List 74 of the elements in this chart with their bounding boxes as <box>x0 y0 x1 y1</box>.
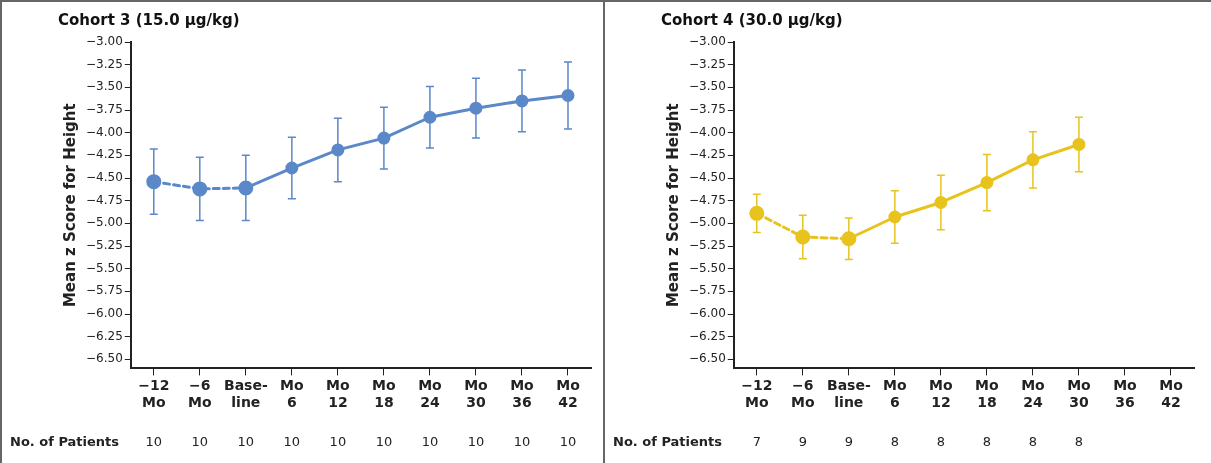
y-tick-label: −3.50 <box>85 79 123 94</box>
y-tick-label: −5.50 <box>688 260 726 275</box>
x-tick-label: Mo 24 <box>1021 377 1046 411</box>
text: 10 <box>237 434 255 450</box>
y-tick-label: −4.50 <box>688 170 726 185</box>
y-tick-label: −3.75 <box>85 102 123 117</box>
x-tick-label: Mo 30 <box>1067 377 1092 411</box>
x-tick-label: Mo 36 <box>1113 377 1138 411</box>
y-tick-label: −4.00 <box>85 124 123 139</box>
y-tick-label: −4.25 <box>85 147 123 162</box>
text: 10 <box>283 434 301 450</box>
text: 9 <box>798 434 807 450</box>
text: 10 <box>329 434 347 450</box>
y-tick-label: −3.00 <box>85 34 123 49</box>
y-tick-label: −5.00 <box>85 215 123 230</box>
y-tick-label: −6.50 <box>688 351 726 366</box>
text: 8 <box>1074 434 1084 450</box>
text: 10 <box>467 434 485 450</box>
y-tick-label: −3.75 <box>688 102 726 117</box>
x-tick-label: Mo 42 <box>556 377 581 411</box>
y-tick-label: −5.00 <box>688 215 726 230</box>
x-tick-label: −12 Mo <box>741 377 773 411</box>
x-tick-label: Base- line <box>223 377 268 411</box>
text: 8 <box>890 434 899 450</box>
x-tick-label: −12 Mo <box>138 377 170 411</box>
x-tick-label: Mo 12 <box>929 377 954 411</box>
x-tick-label: Mo 12 <box>326 377 351 411</box>
x-tick-label: Mo 24 <box>418 377 443 411</box>
text: 8 <box>1028 434 1038 450</box>
y-tick-label: −3.25 <box>688 56 726 71</box>
text: No. of Patients <box>613 434 723 450</box>
y-tick-label: −6.00 <box>85 306 123 321</box>
y-tick-label: −4.75 <box>85 192 123 207</box>
text: 9 <box>844 434 853 450</box>
x-tick-label: Mo 6 <box>280 377 304 411</box>
text: 10 <box>559 434 577 450</box>
y-tick-label: −3.25 <box>85 56 123 71</box>
y-tick-label: −4.00 <box>688 124 726 139</box>
text: No. of Patients <box>10 434 120 450</box>
y-tick-label: −3.50 <box>688 79 726 94</box>
x-tick-label: Base- line <box>826 377 871 411</box>
text: 10 <box>513 434 531 450</box>
x-tick-label: −6 Mo <box>188 377 212 411</box>
text: 10 <box>145 434 163 450</box>
x-tick-label: Mo 18 <box>975 377 1000 411</box>
y-tick-label: −6.25 <box>688 328 726 343</box>
y-tick-label: −6.00 <box>688 306 726 321</box>
text: 7 <box>752 434 761 450</box>
text: 10 <box>375 434 393 450</box>
text: 10 <box>421 434 439 450</box>
x-tick-label: −6 Mo <box>791 377 815 411</box>
y-tick-label: −5.75 <box>85 283 123 298</box>
y-tick-label: −4.75 <box>688 192 726 207</box>
x-tick-label: Mo 30 <box>464 377 489 411</box>
y-tick-label: −5.50 <box>85 260 123 275</box>
text: 8 <box>982 434 992 450</box>
text: 10 <box>191 434 209 450</box>
y-tick-label: −5.25 <box>688 238 726 253</box>
text: 8 <box>936 434 946 450</box>
y-tick-label: −6.50 <box>85 351 123 366</box>
y-tick-label: −3.00 <box>688 34 726 49</box>
y-tick-label: −4.50 <box>85 170 123 185</box>
x-tick-label: Mo 6 <box>883 377 907 411</box>
y-tick-label: −6.25 <box>85 328 123 343</box>
y-axis-title: Mean z Score for Height <box>60 103 79 308</box>
chart-title: Cohort 3 (15.0 μg/kg) <box>58 10 240 29</box>
y-tick-label: −4.25 <box>688 147 726 162</box>
x-tick-label: Mo 36 <box>510 377 535 411</box>
y-tick-label: −5.25 <box>85 238 123 253</box>
chart-title: Cohort 4 (30.0 μg/kg) <box>661 10 843 29</box>
x-tick-label: Mo 18 <box>372 377 397 411</box>
y-tick-label: −5.75 <box>688 283 726 298</box>
y-axis-title: Mean z Score for Height <box>663 103 682 308</box>
x-tick-label: Mo 42 <box>1159 377 1184 411</box>
